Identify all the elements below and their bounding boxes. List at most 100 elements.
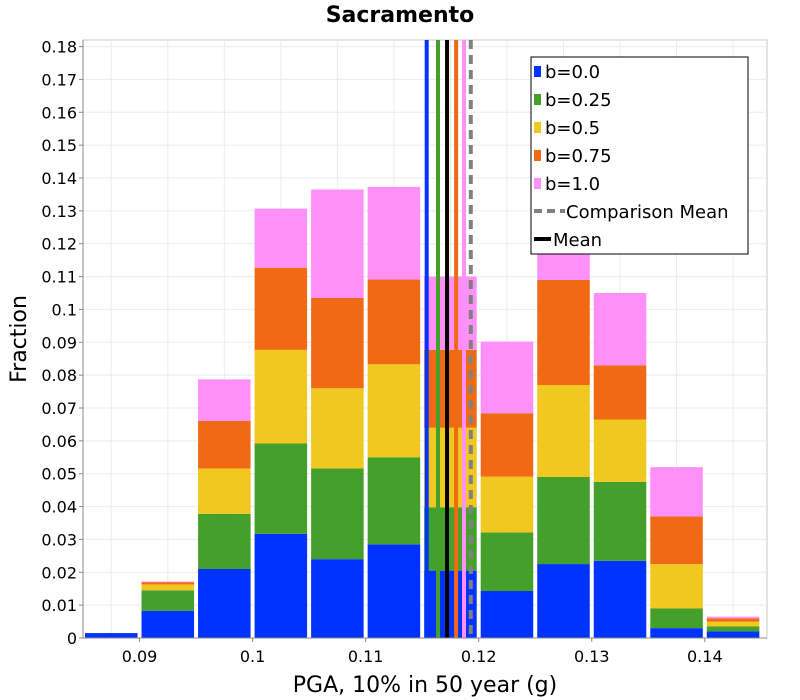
x-tick-label: 0.14 <box>687 647 723 666</box>
y-tick-label: 0.07 <box>41 399 77 418</box>
y-tick-label: 0.12 <box>41 235 77 254</box>
bar-segment-b075 <box>424 349 477 428</box>
bar-segment-b00 <box>706 631 760 638</box>
legend-label: b=0.5 <box>545 118 600 139</box>
legend-label: Comparison Mean <box>566 202 729 223</box>
bar-segment-b05 <box>537 385 590 477</box>
bar-segment-b05 <box>424 427 477 508</box>
y-tick-label: 0.09 <box>41 333 77 352</box>
legend-swatch <box>534 122 541 133</box>
bar-segment-b10 <box>593 293 647 366</box>
y-tick-label: 0.17 <box>41 70 77 89</box>
x-tick-label: 0.1 <box>240 647 265 666</box>
bar-segment-b025 <box>650 608 703 629</box>
bar-segment-b075 <box>706 618 760 622</box>
legend: b=0.0 b=0.25 b=0.5 b=0.75 b=1.0 Comparison Me… <box>530 56 749 255</box>
legend-label: b=0.75 <box>545 146 612 167</box>
y-tick-label: 0.18 <box>41 38 77 57</box>
bar-segment-b00 <box>593 560 647 638</box>
bar-segment-b025 <box>311 468 364 560</box>
y-tick-label: 0.16 <box>41 103 77 122</box>
mean-lines <box>424 40 473 638</box>
bar-segment-b075 <box>367 279 421 365</box>
bar-segment-b025 <box>254 443 308 534</box>
legend-label: b=0.25 <box>545 90 612 111</box>
bar-segment-b00 <box>198 569 251 638</box>
bar-segment-b05 <box>367 364 421 458</box>
bar-segment-b025 <box>537 477 590 565</box>
bar-segment-b10 <box>198 379 251 421</box>
x-tick-label: 0.09 <box>122 647 158 666</box>
bar-segment-b075 <box>198 420 251 469</box>
bar-segment-b075 <box>311 297 364 389</box>
bar-segment-b10 <box>480 341 534 414</box>
bar-segment-b10 <box>367 186 421 280</box>
bar-segment-b10 <box>311 189 364 298</box>
y-axis-label: Fraction <box>7 295 32 383</box>
legend-swatch <box>534 66 541 77</box>
bar-segment-b10 <box>254 208 308 268</box>
bar-segment-b10 <box>706 616 760 619</box>
bar-segment-b075 <box>650 516 703 565</box>
bar-segment-b025 <box>706 626 760 632</box>
bar-segment-b075 <box>593 365 647 420</box>
y-tick-label: 0.08 <box>41 366 77 385</box>
bar-segment-b075 <box>141 582 195 585</box>
x-tick-label: 0.12 <box>461 647 497 666</box>
y-tick-label: 0.1 <box>52 300 77 319</box>
bar-segment-b00 <box>480 591 534 638</box>
bar-segment-b00 <box>650 628 703 638</box>
axes: 0 0.01 0.02 0.03 0.04 0.05 0.06 0.07 0.08 0.09 0.1… <box>41 38 767 666</box>
bar-segment-b00 <box>141 610 195 638</box>
y-tick-label: 0.15 <box>41 136 77 155</box>
bar-segment-b10 <box>650 467 703 517</box>
y-tick-label: 0.01 <box>41 596 77 615</box>
bar-segment-b025 <box>198 513 251 569</box>
y-tick-label: 0.02 <box>41 563 77 582</box>
chart-title: Sacramento <box>326 3 475 28</box>
bar-segment-b05 <box>593 419 647 482</box>
bar-segment-b05 <box>480 476 534 533</box>
y-tick-label: 0.14 <box>41 169 77 188</box>
legend-label: b=0.0 <box>545 62 600 83</box>
y-tick-label: 0.05 <box>41 465 77 484</box>
bar-segment-b00 <box>537 564 590 638</box>
y-tick-label: 0.06 <box>41 432 77 451</box>
bar-segment-b00 <box>254 533 308 638</box>
bar-segment-b00 <box>85 633 138 638</box>
x-tick-label: 0.13 <box>574 647 610 666</box>
bar-segment-b00 <box>367 544 421 638</box>
bar-segment-b025 <box>367 457 421 545</box>
y-tick-label: 0.04 <box>41 498 77 517</box>
bar-segment-b05 <box>311 388 364 469</box>
bar-segment-b075 <box>537 279 590 385</box>
legend-swatch <box>534 150 541 161</box>
bar-segment-b05 <box>254 349 308 444</box>
y-tick-label: 0.13 <box>41 202 77 221</box>
bar-segment-b10 <box>141 581 195 583</box>
bar-segment-b00 <box>311 559 364 638</box>
y-tick-label: 0.03 <box>41 530 77 549</box>
x-tick-label: 0.11 <box>348 647 384 666</box>
x-axis-label: PGA, 10% in 50 year (g) <box>293 673 557 698</box>
bar-segment-b05 <box>706 621 760 627</box>
y-tick-label: 0 <box>67 629 77 648</box>
y-tick-label: 0.11 <box>41 268 77 287</box>
bar-segment-b025 <box>424 507 477 571</box>
bar-segment-b025 <box>480 532 534 592</box>
bar-segment-b025 <box>593 481 647 561</box>
bar-segment-b075 <box>480 413 534 477</box>
legend-label: Mean <box>553 230 602 251</box>
bar-segment-b10 <box>424 276 477 350</box>
bar-segment-b05 <box>650 564 703 609</box>
legend-swatch <box>534 178 541 189</box>
bar-segment-b025 <box>141 590 195 611</box>
bar-segment-b05 <box>198 468 251 514</box>
bar-segment-b075 <box>254 267 308 350</box>
legend-swatch <box>534 94 541 105</box>
legend-label: b=1.0 <box>545 174 600 195</box>
legend-box <box>530 56 749 255</box>
bar-segment-b00 <box>424 570 477 638</box>
bar-segment-b05 <box>141 584 195 591</box>
